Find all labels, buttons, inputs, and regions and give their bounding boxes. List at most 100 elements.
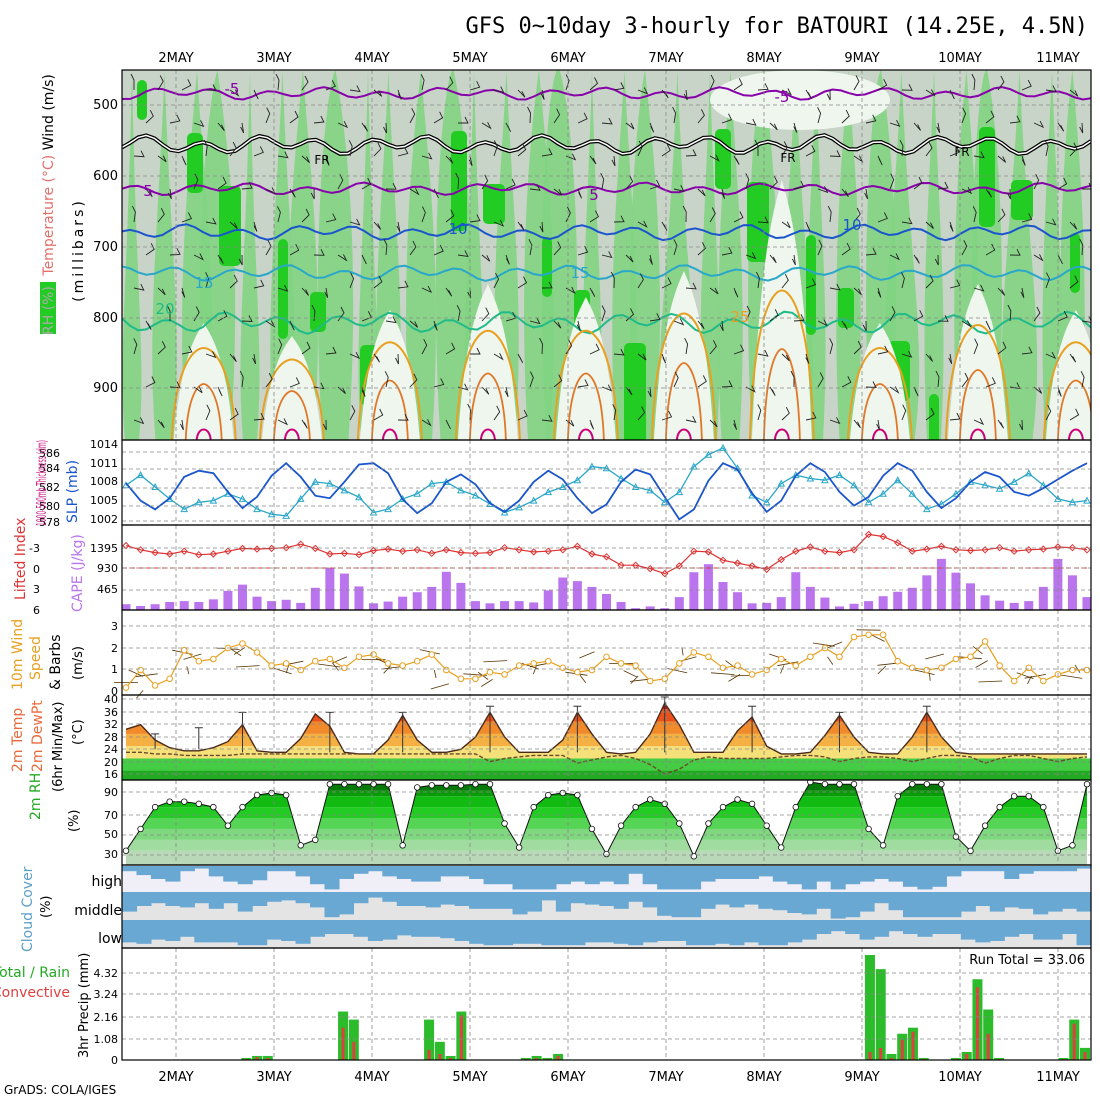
x-tick-label: 11MAY (1036, 1070, 1080, 1085)
rh-marker (181, 799, 187, 805)
y-tick-label: 4.32 (94, 967, 119, 980)
wind-speed-marker (458, 676, 464, 682)
cape-bar (981, 595, 990, 610)
cloud-cell (990, 920, 1005, 941)
cape-bar (442, 572, 451, 610)
cloud-cell (469, 892, 484, 909)
cloud-cell (455, 920, 470, 941)
rh-marker (982, 823, 988, 829)
cloud-cell (889, 892, 904, 910)
rh-saturated-patch (219, 186, 241, 266)
wind-barb (929, 673, 930, 681)
cloud-cell (296, 920, 311, 944)
wind-barb (1060, 675, 1082, 678)
cloud-cell (397, 892, 412, 906)
cloud-cell (845, 920, 860, 934)
contour-label: 5 (143, 182, 153, 200)
cloud-cell (223, 892, 238, 903)
x-tick-label: 10MAY (938, 1070, 982, 1085)
wind-speed-marker (735, 663, 741, 669)
wind-speed-marker (968, 654, 974, 660)
left-tick-label: 6 (33, 604, 40, 617)
cloud-cell (426, 892, 441, 907)
x-tick-label: 9MAY (844, 1070, 879, 1085)
wind-speed-marker (1041, 678, 1047, 684)
rh-marker (545, 792, 551, 798)
cloud-cell (209, 866, 224, 876)
cloud-cell (1077, 892, 1092, 912)
cloud-cell (773, 866, 788, 882)
cape-bar (850, 604, 859, 610)
wind-speed-marker (283, 661, 289, 667)
cloud-cell (426, 920, 441, 937)
y-tick-label: 700 (93, 240, 118, 255)
wind-speed-marker (254, 650, 260, 656)
x-tick-label: 6MAY (550, 51, 585, 66)
cloud-cell (599, 920, 614, 942)
cloud-cell (527, 920, 542, 944)
cloud-cell (440, 892, 455, 905)
cloud-cell (889, 866, 904, 882)
contour-label: 5 (589, 186, 599, 204)
cloud-cell (122, 892, 137, 912)
wind-speed-marker (196, 658, 202, 664)
precip-convective-bar (868, 1052, 871, 1060)
cloud-cell (643, 892, 658, 907)
cloud-cell (267, 920, 282, 940)
cloud-cell (715, 920, 730, 944)
cloud-cell (426, 866, 441, 882)
wind-speed-marker (1070, 667, 1076, 673)
rh-marker (458, 782, 464, 788)
wind-speed-marker (691, 650, 697, 656)
wind-barb (711, 673, 734, 675)
cloud-cell (151, 920, 166, 940)
contour-label: -5 (775, 88, 790, 106)
cape-bar (675, 597, 684, 610)
cloud-cell (469, 920, 484, 944)
cloud-cell (267, 892, 282, 902)
wind-speed-marker (342, 665, 348, 671)
credit-label: GrADS: COLA/IGES (4, 1083, 116, 1097)
rh-marker (473, 781, 479, 787)
cape-bar (893, 592, 902, 610)
cloud-cell (860, 920, 875, 940)
wind-speed-marker (939, 665, 945, 671)
temp-axis-units: (°C) (71, 719, 86, 745)
temp-labels: 40 36 32 28 24 20 16 2m Temp 2m DewPt (6… (10, 693, 118, 792)
cloud-cell (165, 920, 180, 941)
left-tick-label: 3 (33, 583, 40, 596)
cloud-cell (353, 866, 368, 874)
precip-convective-bar (428, 1050, 431, 1060)
temp-band (122, 709, 1091, 721)
cloud-cell (758, 920, 773, 945)
wind-speed-marker (720, 665, 726, 671)
precip-convective-label: Convective (0, 985, 70, 1001)
cloud-cell (382, 920, 397, 940)
rh-marker (371, 781, 377, 787)
cloud-cell (917, 866, 932, 889)
wind-speed-marker (531, 661, 537, 667)
rh-marker (138, 826, 144, 832)
wind-speed-marker (167, 676, 173, 682)
cloud-cell (151, 866, 166, 879)
rh-marker (444, 782, 450, 788)
cloud-cell (715, 866, 730, 879)
cloud-cell (657, 920, 672, 941)
rh-marker (866, 826, 872, 832)
rh-saturated-patch (137, 80, 147, 120)
chart-title: GFS 0~10day 3-hourly for BATOURI (14.25E… (465, 14, 1088, 39)
cloud-cell (787, 866, 802, 884)
cloud-cell (701, 920, 716, 945)
rh-marker (152, 804, 158, 810)
cloud-cell (556, 892, 571, 912)
cape-bar (558, 578, 567, 610)
rh-labels: 90 70 50 30 2m RH (%) (28, 773, 118, 861)
cloud-cell (758, 892, 773, 909)
cloud-cell (874, 920, 889, 937)
wind-barb (318, 664, 340, 667)
cape-bar (762, 603, 771, 610)
cape-bar (194, 602, 203, 610)
wind-axis-units: (m/s) (71, 646, 86, 680)
cape-bar (282, 600, 291, 610)
cape-bar (718, 582, 727, 610)
